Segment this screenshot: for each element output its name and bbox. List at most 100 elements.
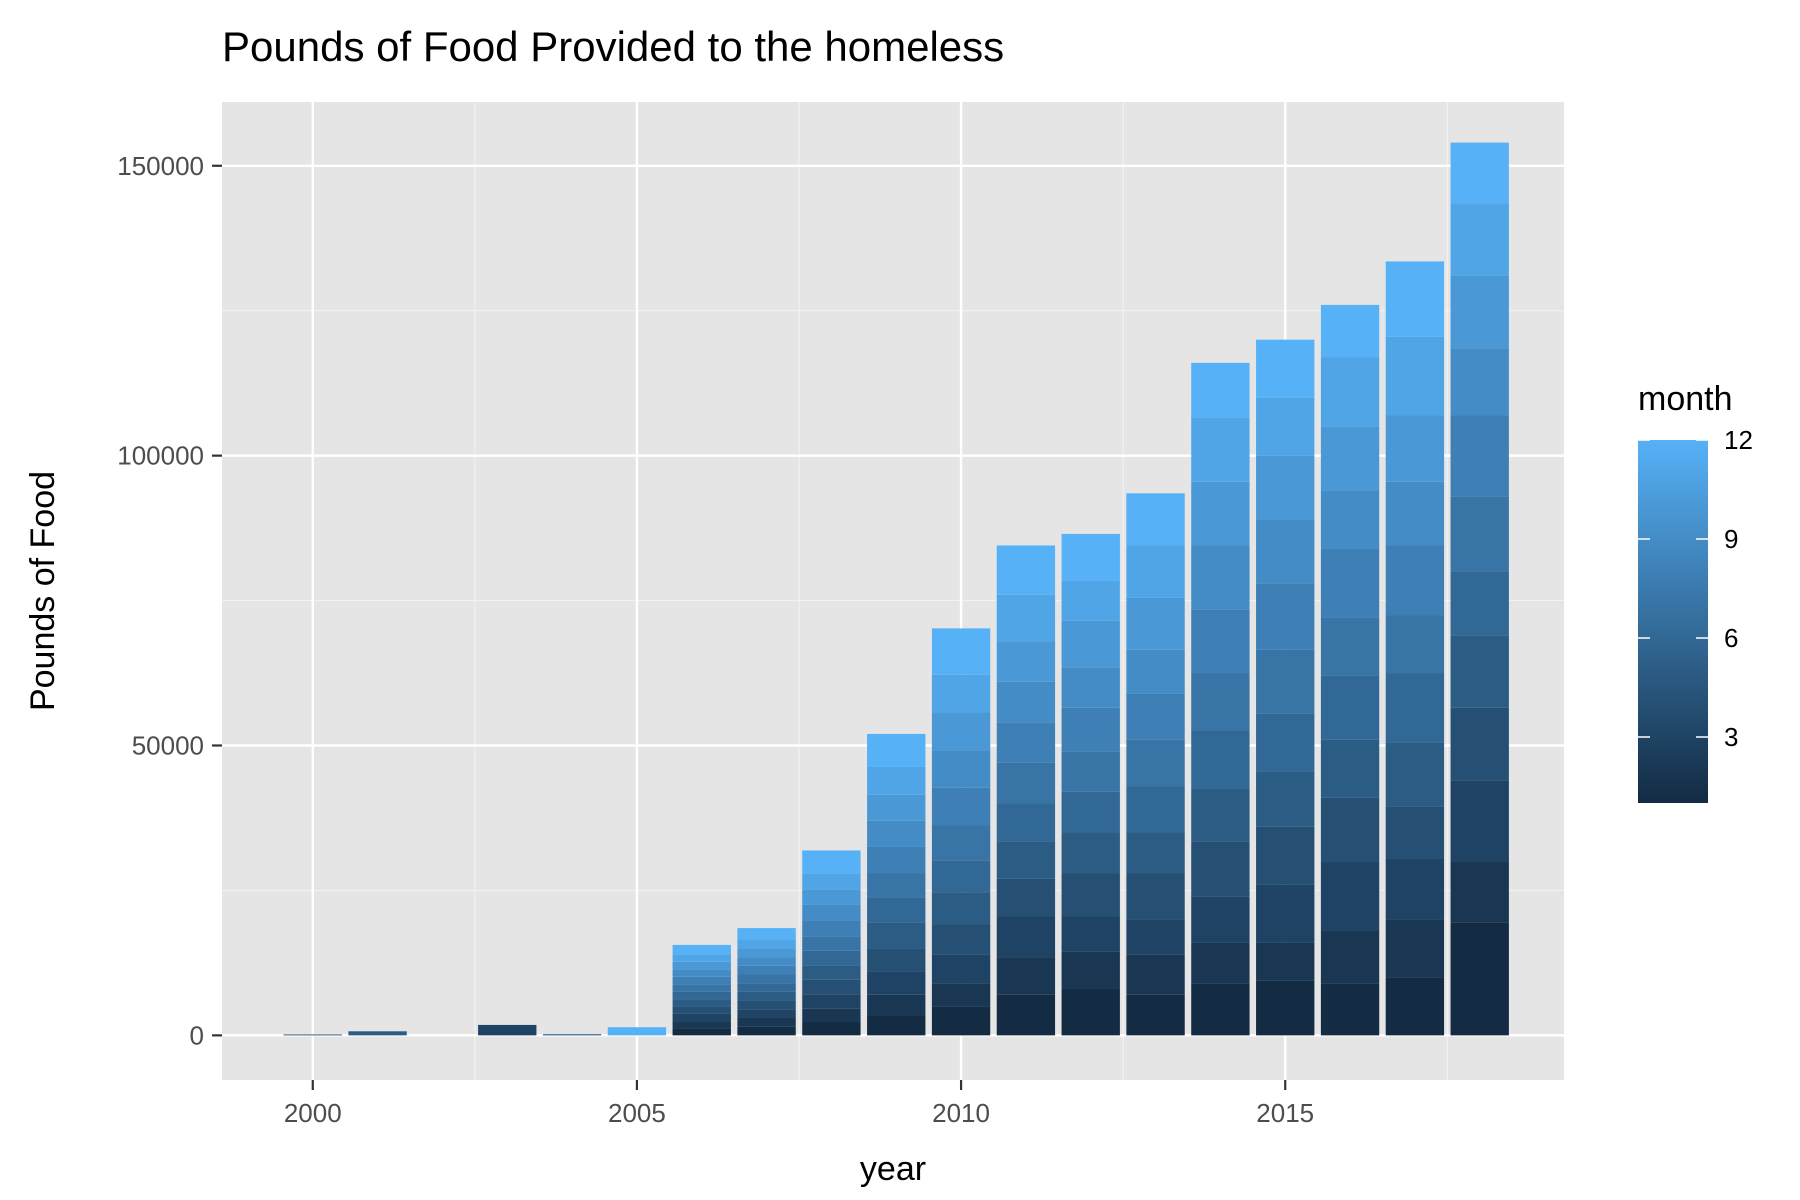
bar-segment-2010-m9 [931,750,991,788]
x-axis-title: year [860,1150,926,1188]
y-tick-label: 50000 [132,730,204,760]
y-tick-label: 150000 [117,151,204,181]
bar-segment-2014-m2 [1191,942,1250,984]
bar-segment-2008-m9 [802,904,861,921]
bar-segment-2015-m11 [1256,397,1315,456]
bar-segment-2014-m10 [1191,481,1250,546]
bar-segment-2009-m5 [867,922,926,949]
bar-segment-2009-m10 [867,794,926,821]
bar-segment-2010-m11 [931,674,991,713]
bar-segment-2012-m12 [1061,533,1120,581]
legend-label: 6 [1724,623,1738,653]
bar-segment-2007-m6 [737,983,796,992]
bar-segment-2006-m7 [672,984,731,992]
bar-segment-2018-m9 [1450,348,1509,416]
bar-segment-2018-m2 [1450,861,1509,923]
x-tick-label: 2015 [1256,1098,1314,1128]
bar-segment-2015-m1 [1256,980,1315,1036]
bar-segment-2007-m11 [737,939,796,949]
bar-segment-2006-m8 [672,976,731,985]
bar-segment-2014-m12 [1191,362,1250,418]
bar-segment-2016-m3 [1320,861,1380,932]
legend: month 3 6 9 12 [1638,380,1753,803]
bar-segment-2015-m10 [1256,455,1315,520]
bar-segment-2008-m6 [802,950,861,966]
bar-segment-2010-m7 [931,825,991,861]
legend-label: 9 [1724,524,1738,554]
bar-segment-2008-m1 [802,1022,861,1036]
x-axis: 2000 2005 2010 2015 [284,1080,1314,1128]
bar-segment-2015-m3 [1256,884,1315,943]
bar-segment-2010-m6 [931,860,991,893]
bar-segment-2010-m5 [931,892,991,925]
bar-segment-2012-m1 [1061,988,1120,1036]
bar-segment-2006-m1 [672,1028,731,1036]
bar-segment-2013-m11 [1126,545,1185,598]
bar-segment-2008-m10 [802,889,861,905]
bar-segment-2006-m9 [672,969,731,977]
bar-segment-2006-m2 [672,1021,731,1029]
bar-segment-2011-m11 [996,594,1056,642]
bar-segment-2011-m6 [996,803,1056,842]
bar-segment-2017-m2 [1385,919,1445,978]
bar-segment-2016-m6 [1320,675,1380,740]
bar-segment-2016-m12 [1320,304,1380,358]
bar-segment-2012-m4 [1061,873,1120,917]
x-tick-label: 2000 [284,1098,342,1128]
bar-segment-2010-m12 [931,628,991,675]
bar-segment-2009-m7 [867,873,926,898]
y-axis-title: Pounds of Food [24,471,62,711]
bar-segment-2015-m6 [1256,713,1315,772]
bar-segment-2017-m1 [1385,977,1445,1036]
bar-segment-2018-m8 [1450,415,1509,497]
bar-segment-2016-m11 [1320,357,1380,427]
bar-segment-2016-m1 [1320,983,1380,1036]
bar-segment-2008-m7 [802,936,861,951]
bar-segment-2011-m10 [996,641,1056,682]
bar-segment-2007-m8 [737,965,796,975]
bar-segment-2017-m3 [1385,858,1445,920]
bar-segment-2010-m4 [931,924,991,955]
bar-segment-2011-m7 [996,762,1056,804]
bar-segment-2001-m5 [348,1031,407,1036]
bar-segment-2015-m4 [1256,826,1315,885]
y-tick-label: 0 [190,1020,204,1050]
bar-segment-2011-m8 [996,722,1056,763]
bar-segment-2007-m1 [737,1026,796,1036]
bar-segment-2013-m9 [1126,649,1185,694]
bar-segment-2006-m3 [672,1013,731,1022]
bar-segment-2015-m5 [1256,771,1315,827]
bar-segment-2011-m4 [996,878,1056,917]
bar-segment-2008-m4 [802,979,861,995]
x-tick-label: 2005 [608,1098,666,1128]
bar-segment-2013-m6 [1126,786,1185,833]
bar-segment-2008-m8 [802,920,861,937]
bar-segment-2007-m4 [737,1000,796,1010]
bar-segment-2014-m5 [1191,788,1250,842]
bar-segment-2015-m9 [1256,519,1315,584]
bar-segment-2012-m3 [1061,916,1120,952]
bar-segment-2009-m9 [867,820,926,847]
bar-segment-2018-m1 [1450,922,1509,1036]
bar-segment-2013-m8 [1126,693,1185,740]
bar-segment-2017-m4 [1385,806,1445,859]
bar-segment-2009-m4 [867,948,926,972]
bar-segment-2017-m6 [1385,673,1445,743]
bar-segment-2013-m4 [1126,873,1185,920]
bar-segment-2003-m3 [478,1024,537,1036]
bar-segment-2008-m3 [802,994,861,1009]
bar-segment-2007-m12 [737,928,796,940]
legend-label: 3 [1724,722,1738,752]
bar-segment-2008-m12 [802,850,861,874]
bar-segment-2005-m12 [607,1027,667,1036]
legend-title: month [1638,380,1733,418]
bar-segment-2018-m12 [1450,142,1509,204]
bar-segment-2008-m11 [802,873,861,890]
bar-segment-2004-m5 [542,1034,602,1036]
bar-segment-2014-m6 [1191,731,1250,789]
bar-segment-2012-m5 [1061,832,1120,874]
bar-segment-2013-m10 [1126,597,1185,650]
bar-segment-2007-m9 [737,957,796,966]
bar-segment-2017-m5 [1385,742,1445,807]
bar-segment-2014-m3 [1191,896,1250,943]
